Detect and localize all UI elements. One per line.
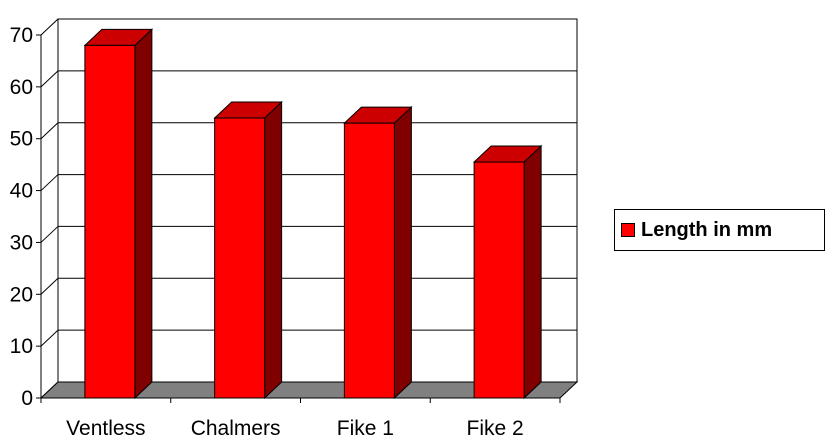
bar — [343, 122, 395, 399]
tick-labels: 0 10 20 30 40 50 60 70 Ventless Chalmers Fike 1 Fik… — [10, 24, 524, 440]
gridline-side — [40, 174, 59, 191]
y-tick-label: 60 — [10, 76, 33, 99]
bar — [473, 161, 525, 399]
gridline-side — [40, 122, 59, 140]
legend-label: Length in mm — [641, 218, 773, 241]
y-tick-label: 10 — [10, 335, 33, 358]
bar-side — [134, 28, 153, 400]
y-tick-label: 0 — [21, 387, 33, 410]
bar — [214, 117, 266, 399]
bar-side — [264, 100, 283, 400]
y-tick-label: 30 — [10, 231, 33, 254]
legend: Length in mm — [614, 209, 825, 251]
gridline-side — [40, 18, 59, 36]
bar — [84, 44, 136, 399]
gridline-side — [40, 70, 59, 88]
x-tick-label: Ventless — [66, 417, 145, 440]
bar-side — [393, 105, 412, 400]
gridline-side — [40, 329, 59, 347]
y-tick-label: 50 — [10, 128, 33, 151]
x-tick-label: Fike 1 — [337, 417, 394, 440]
gridline-side — [40, 277, 59, 295]
bar-side — [523, 144, 542, 400]
bars — [83, 28, 543, 400]
x-tick-label: Chalmers — [191, 417, 281, 440]
gridline-side — [40, 226, 59, 243]
x-tick-label: Fike 2 — [467, 417, 524, 440]
y-tick-label: 70 — [10, 24, 33, 47]
legend-swatch — [621, 223, 635, 237]
y-tick-label: 20 — [10, 283, 33, 306]
y-tick-label: 40 — [10, 180, 33, 203]
